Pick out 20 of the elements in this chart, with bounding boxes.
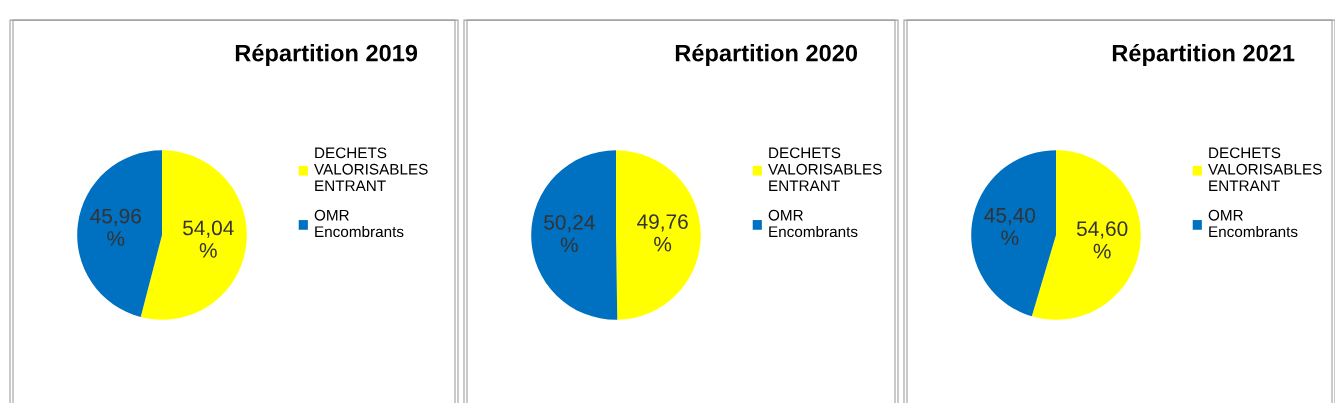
chart-title: Répartition 2020 bbox=[675, 43, 858, 67]
pie-slice bbox=[971, 150, 1056, 317]
chart-title: Répartition 2019 bbox=[235, 43, 418, 67]
pie-slice bbox=[77, 150, 162, 318]
legend-label: OMR Encombrants bbox=[1208, 209, 1298, 238]
pie-slice bbox=[140, 150, 247, 320]
legend-label: DECHETS VALORISABLES ENTRANT bbox=[768, 147, 882, 191]
data-label: 45,96 % bbox=[90, 208, 141, 246]
data-label: 54,04 % bbox=[183, 220, 234, 258]
legend-label: OMR Encombrants bbox=[314, 209, 404, 238]
legend-label: OMR Encombrants bbox=[768, 209, 858, 238]
data-label: 49,76 % bbox=[637, 214, 688, 252]
data-label: 45,40 % bbox=[984, 207, 1036, 246]
legend-label: DECHETS VALORISABLES ENTRANT bbox=[1208, 147, 1322, 191]
chart-title: Répartition 2021 bbox=[1112, 43, 1295, 67]
pie-slice bbox=[531, 150, 618, 320]
legend-label: DECHETS VALORISABLES ENTRANT bbox=[314, 147, 428, 191]
data-label: 54,60 % bbox=[1076, 221, 1128, 259]
pie-slice bbox=[616, 150, 701, 320]
data-label: 50,24 % bbox=[544, 214, 595, 253]
